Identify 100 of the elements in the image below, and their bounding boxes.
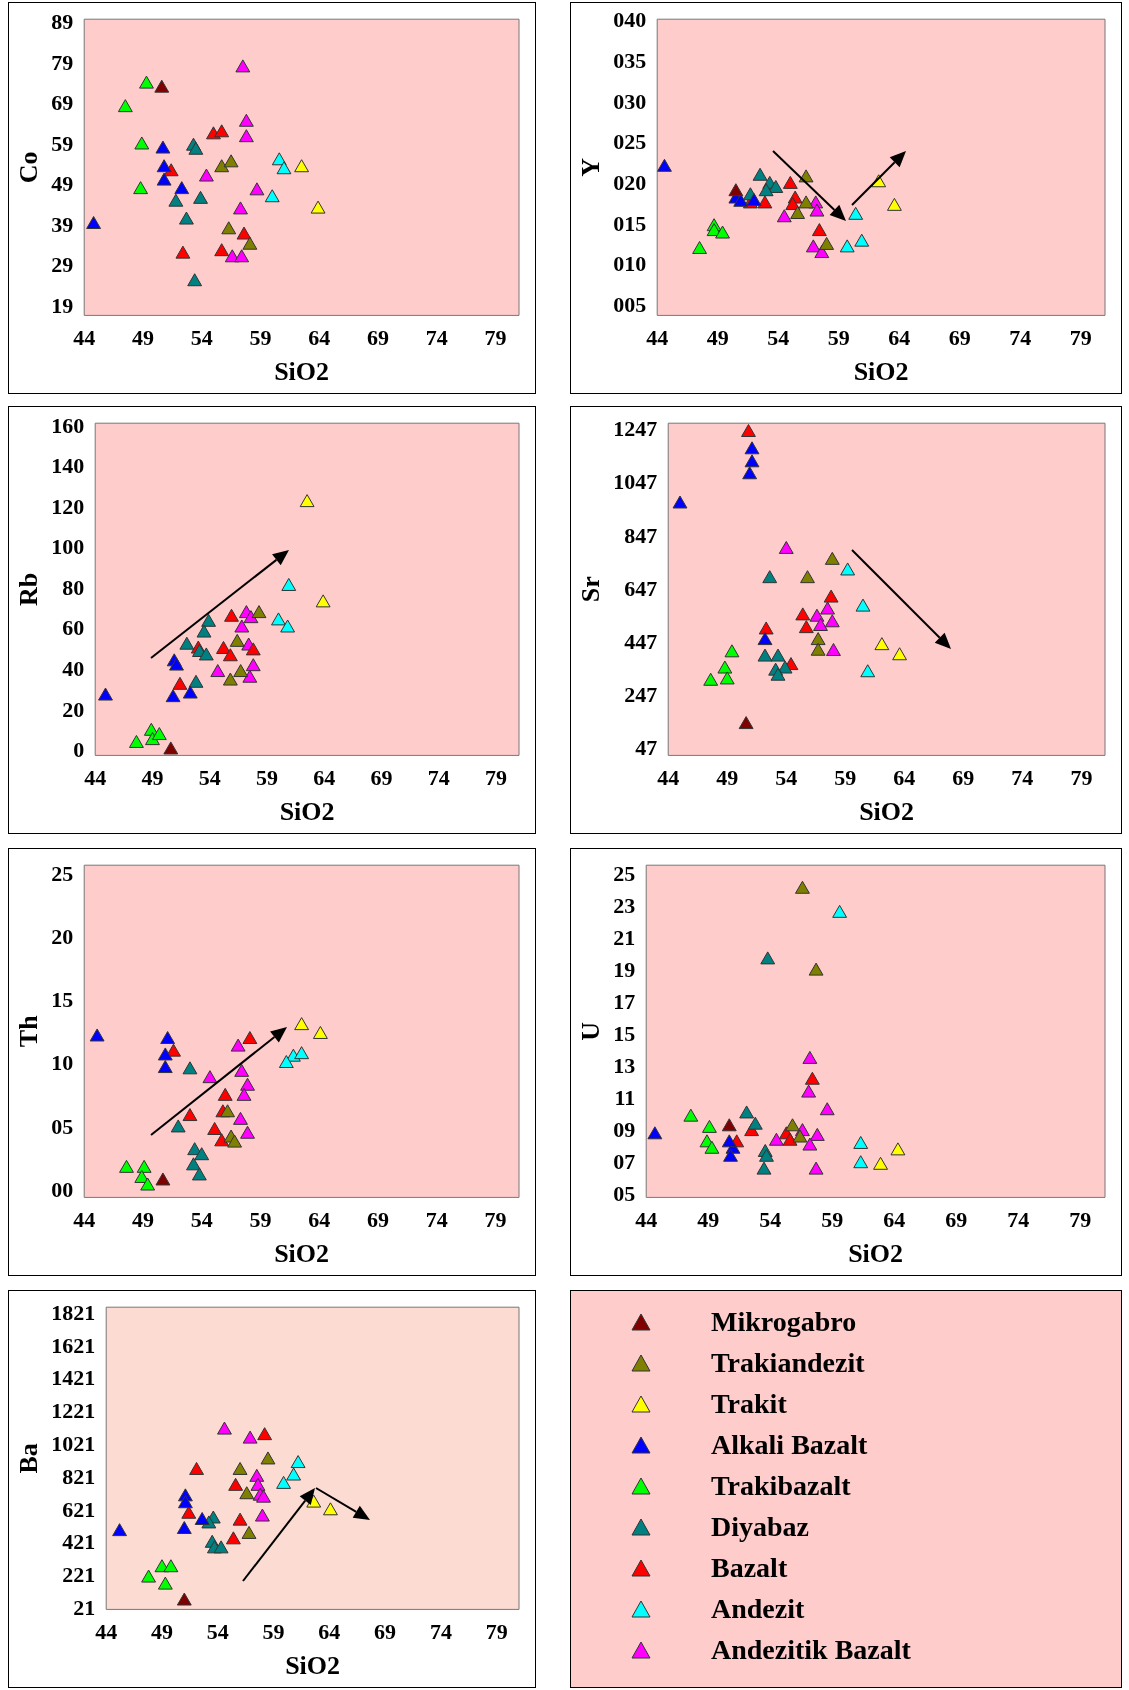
y-tick-label: 05 [613, 1181, 636, 1207]
y-axis-title: Y [576, 157, 606, 177]
x-tick-label: 49 [716, 765, 739, 791]
x-tick-label: 64 [308, 325, 331, 351]
y-tick-label: 60 [62, 615, 85, 641]
y-tick-label: 19 [51, 292, 74, 318]
y-tick-label: 23 [613, 892, 636, 918]
x-tick-label: 69 [366, 325, 389, 351]
y-tick-label: 20 [62, 696, 85, 722]
x-axis-title: SiO2 [285, 1651, 341, 1681]
x-tick-label: 44 [657, 765, 680, 791]
y-tick-label: 120 [51, 493, 85, 519]
y-tick-label: 015 [613, 210, 647, 236]
x-tick-label: 74 [1007, 1207, 1030, 1233]
y-tick-label: 010 [613, 251, 647, 277]
x-tick-label: 69 [374, 1619, 397, 1645]
x-tick-label: 49 [131, 325, 154, 351]
x-tick-label: 54 [759, 1207, 782, 1233]
x-tick-label: 69 [366, 1207, 389, 1233]
x-tick-label: 49 [697, 1207, 720, 1233]
y-tick-label: 140 [51, 453, 85, 479]
y-tick-label: 80 [62, 574, 85, 600]
x-axis-title: SiO2 [859, 797, 915, 827]
x-tick-label: 59 [827, 325, 850, 351]
x-axis-title: SiO2 [848, 1239, 904, 1269]
y-axis-title: Th [14, 1014, 44, 1048]
x-tick-label: 59 [821, 1207, 844, 1233]
y-tick-label: 030 [613, 88, 647, 114]
x-tick-label: 59 [834, 765, 857, 791]
legend-label: Trakiandezit [711, 1346, 865, 1379]
y-tick-label: 29 [51, 252, 74, 278]
x-axis-title: SiO2 [279, 797, 335, 827]
y-tick-label: 69 [51, 90, 74, 116]
x-axis-title: SiO2 [274, 357, 330, 387]
x-tick-label: 79 [1069, 325, 1092, 351]
y-tick-label: 847 [624, 522, 658, 548]
legend-label: Andezit [711, 1592, 805, 1625]
x-tick-label: 69 [948, 325, 971, 351]
x-tick-label: 44 [73, 325, 96, 351]
y-tick-label: 05 [51, 1113, 74, 1139]
y-tick-label: 005 [613, 292, 647, 318]
y-tick-label: 421 [62, 1529, 96, 1555]
y-tick-label: 21 [73, 1595, 96, 1621]
x-tick-label: 59 [262, 1619, 285, 1645]
y-tick-label: 1021 [51, 1431, 96, 1457]
x-tick-label: 79 [484, 1207, 507, 1233]
y-tick-label: 1421 [51, 1365, 96, 1391]
y-tick-label: 07 [613, 1149, 636, 1175]
x-tick-label: 79 [484, 325, 507, 351]
y-tick-label: 19 [613, 956, 636, 982]
y-tick-label: 1247 [613, 416, 658, 442]
x-tick-label: 44 [646, 325, 669, 351]
x-tick-label: 64 [888, 325, 911, 351]
x-axis-title: SiO2 [853, 357, 909, 387]
y-tick-label: 1221 [51, 1398, 96, 1424]
x-tick-label: 49 [150, 1619, 173, 1645]
y-tick-label: 11 [614, 1085, 636, 1111]
x-tick-label: 74 [425, 325, 448, 351]
y-tick-label: 1621 [51, 1332, 96, 1358]
legend-label: Diyabaz [711, 1510, 809, 1543]
y-axis-title: Rb [14, 572, 44, 606]
y-tick-label: 79 [51, 49, 74, 75]
x-tick-label: 64 [893, 765, 916, 791]
x-tick-label: 54 [190, 325, 213, 351]
y-tick-label: 21 [613, 924, 636, 950]
y-tick-label: 47 [635, 735, 658, 761]
y-tick-label: 13 [613, 1053, 636, 1079]
y-tick-label: 020 [613, 170, 647, 196]
y-tick-label: 25 [613, 860, 636, 886]
y-tick-label: 647 [624, 575, 658, 601]
x-tick-label: 79 [485, 765, 508, 791]
y-tick-label: 035 [613, 48, 647, 74]
y-tick-label: 040 [613, 7, 647, 33]
y-tick-label: 0 [73, 737, 85, 763]
x-tick-label: 79 [485, 1619, 508, 1645]
x-tick-label: 69 [952, 765, 975, 791]
y-tick-label: 1047 [613, 469, 658, 495]
legend-label: Trakibazalt [711, 1469, 851, 1502]
y-tick-label: 025 [613, 129, 647, 155]
x-tick-label: 44 [84, 765, 107, 791]
y-tick-label: 20 [51, 924, 74, 950]
x-tick-label: 54 [206, 1619, 229, 1645]
x-tick-label: 54 [190, 1207, 213, 1233]
legend-label: Bazalt [711, 1551, 788, 1584]
y-tick-label: 59 [51, 130, 74, 156]
y-tick-label: 621 [62, 1496, 96, 1522]
y-tick-label: 160 [51, 412, 85, 438]
legend-label: Andezitik Bazalt [711, 1633, 911, 1666]
x-tick-label: 74 [1011, 765, 1034, 791]
y-tick-label: 10 [51, 1050, 74, 1076]
x-axis-title: SiO2 [274, 1239, 330, 1269]
x-tick-label: 64 [318, 1619, 341, 1645]
y-tick-label: 821 [62, 1463, 96, 1489]
x-tick-label: 74 [425, 1207, 448, 1233]
x-tick-label: 69 [370, 765, 393, 791]
y-tick-label: 49 [51, 171, 74, 197]
x-tick-label: 74 [1009, 325, 1032, 351]
y-tick-label: 39 [51, 211, 74, 237]
x-tick-label: 49 [141, 765, 164, 791]
x-tick-label: 59 [256, 765, 279, 791]
